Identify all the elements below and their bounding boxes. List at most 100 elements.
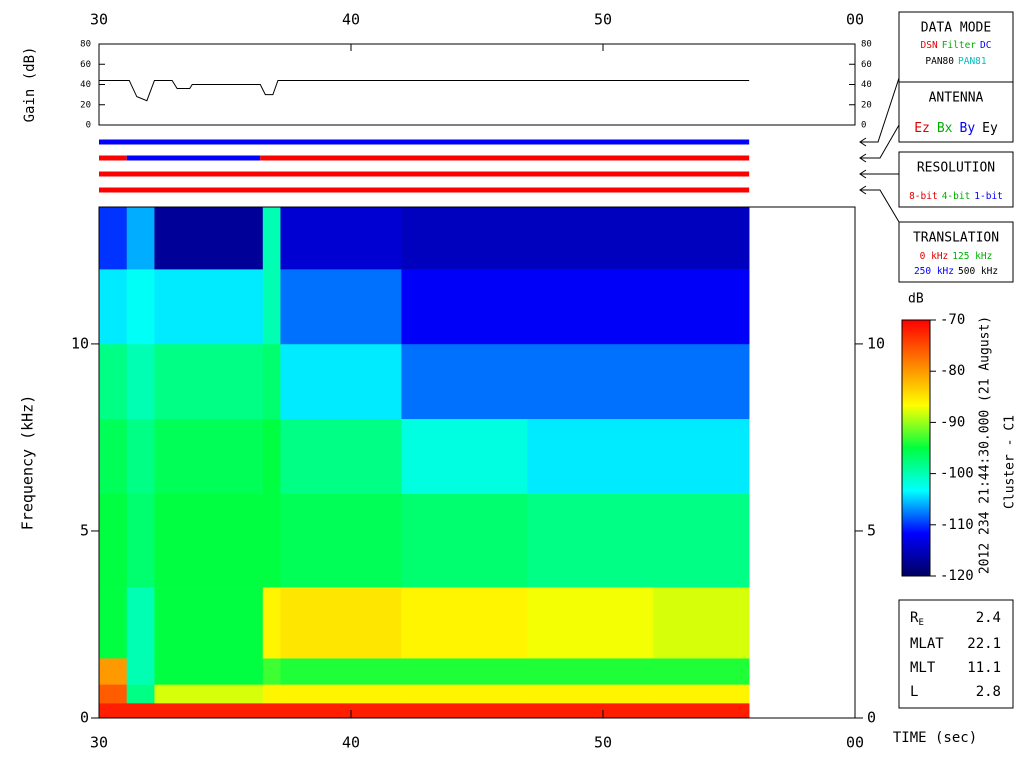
info-label-text: R bbox=[910, 610, 919, 626]
heatmap-cell bbox=[126, 587, 155, 659]
heatmap-cell bbox=[401, 493, 528, 588]
y-tick-label: 60 bbox=[861, 60, 872, 70]
heatmap-cell bbox=[99, 703, 128, 719]
heatmap-cell bbox=[154, 658, 264, 685]
heatmap-cell bbox=[527, 493, 654, 588]
heatmap-cell bbox=[401, 343, 528, 420]
y-tick-label: 0 bbox=[80, 709, 89, 727]
mode-bar bbox=[126, 155, 261, 161]
legend-title: TRANSLATION bbox=[913, 231, 999, 246]
y-tick-label: 20 bbox=[80, 100, 91, 110]
legend-box bbox=[898, 221, 1014, 283]
heatmap-cell bbox=[99, 658, 128, 685]
heatmap-cell bbox=[154, 418, 264, 494]
heatmap-cell bbox=[262, 493, 281, 588]
x-tick-label: 40 bbox=[342, 734, 360, 752]
heatmap-cell bbox=[99, 343, 128, 420]
y-tick-label: 20 bbox=[861, 100, 872, 110]
heatmap-cell bbox=[653, 587, 750, 659]
heatmap-cell bbox=[99, 493, 128, 588]
heatmap-cell bbox=[99, 269, 128, 345]
x-tick-label: 40 bbox=[342, 11, 360, 29]
pointer-lines bbox=[859, 77, 900, 223]
heatmap-cell bbox=[653, 703, 750, 719]
mode-bar bbox=[99, 139, 750, 145]
y-tick-label: 0 bbox=[867, 709, 876, 727]
heatmap-cell bbox=[154, 269, 264, 345]
info-label-text: MLT bbox=[910, 660, 936, 676]
heatmap-cell bbox=[280, 684, 402, 704]
legend-item: Ey bbox=[982, 121, 998, 136]
legend-item: By bbox=[960, 121, 976, 136]
y-tick-label: 40 bbox=[80, 80, 91, 90]
colorbar-tick-label: -80 bbox=[940, 363, 965, 379]
legend-item: 0 kHz bbox=[920, 251, 949, 262]
heatmap-cell bbox=[401, 269, 528, 345]
heatmap-cell bbox=[262, 418, 281, 494]
y-tick-label: 0 bbox=[861, 121, 866, 131]
heatmap-cell bbox=[154, 684, 264, 704]
heatmap-cell bbox=[527, 703, 654, 719]
heatmap-cell bbox=[154, 703, 264, 719]
legend-item: Bx bbox=[937, 121, 953, 136]
y-tick-label: 5 bbox=[867, 521, 876, 539]
heatmap-cell bbox=[280, 658, 402, 685]
colorbar-tick-label: -110 bbox=[940, 517, 974, 533]
legend-item: 1-bit bbox=[974, 191, 1003, 202]
heatmap-cell bbox=[99, 587, 128, 659]
colorbar-label: dB bbox=[908, 292, 924, 307]
legend-box bbox=[898, 151, 1014, 208]
heatmap-cell bbox=[527, 207, 654, 270]
legend-item: Ez bbox=[914, 121, 930, 136]
heatmap-cell bbox=[280, 269, 402, 345]
heatmap-cell bbox=[262, 658, 281, 685]
colorbar-tick-label: -90 bbox=[940, 414, 965, 430]
y-axis-label: Gain (dB) bbox=[22, 47, 38, 123]
x-tick-label: 50 bbox=[594, 11, 612, 29]
side-text: Cluster - C1 bbox=[1003, 415, 1018, 509]
legend-item: DSN bbox=[921, 40, 938, 51]
heatmap-cell bbox=[401, 587, 528, 659]
heatmap-cell bbox=[280, 493, 402, 588]
heatmap-cell bbox=[99, 207, 128, 270]
heatmap-cell bbox=[401, 703, 528, 719]
heatmap-cell bbox=[262, 343, 281, 420]
y-tick-label: 40 bbox=[861, 80, 872, 90]
info-label: L bbox=[910, 684, 918, 700]
y-tick-label: 5 bbox=[80, 521, 89, 539]
info-label: MLAT bbox=[910, 636, 944, 652]
heatmap-cell bbox=[527, 418, 654, 494]
heatmap-cell bbox=[401, 207, 528, 270]
y-tick-label: 80 bbox=[80, 40, 91, 50]
heatmap-cell bbox=[262, 269, 281, 345]
legend-row: 0 kHz 125 kHz bbox=[920, 251, 993, 262]
legend-item: 125 kHz bbox=[952, 251, 992, 262]
heatmap-cell bbox=[401, 658, 528, 685]
x-tick-label: 50 bbox=[594, 734, 612, 752]
mode-bar bbox=[99, 171, 750, 177]
heatmap-cell bbox=[126, 269, 155, 345]
info-label-text: MLAT bbox=[910, 636, 944, 652]
legend-item: 500 kHz bbox=[958, 266, 998, 277]
colorbar bbox=[901, 319, 931, 577]
legend-item: Filter bbox=[942, 40, 977, 51]
heatmap-cell bbox=[99, 418, 128, 494]
legend-item: 250 kHz bbox=[914, 266, 954, 277]
legend-item: DC bbox=[980, 40, 991, 51]
heatmap-cell bbox=[527, 343, 654, 420]
colorbar-tick-label: -120 bbox=[940, 568, 974, 584]
colorbar-tick-label: -100 bbox=[940, 466, 974, 482]
heatmap-cell bbox=[154, 343, 264, 420]
heatmap-cell bbox=[154, 493, 264, 588]
y-tick-label: 10 bbox=[867, 334, 885, 352]
heatmap-cell bbox=[653, 684, 750, 704]
x-axis-label: TIME (sec) bbox=[893, 730, 977, 746]
heatmap-cell bbox=[280, 343, 402, 420]
heatmap-cell bbox=[126, 343, 155, 420]
side-text: 2012 234 21:44:30.000 (21 August) bbox=[978, 316, 993, 574]
y-tick-label: 60 bbox=[80, 60, 91, 70]
legend-title: DATA MODE bbox=[921, 21, 991, 36]
heatmap-cell bbox=[262, 703, 281, 719]
info-label-text: L bbox=[910, 684, 918, 700]
y-tick-label: 10 bbox=[71, 334, 89, 352]
